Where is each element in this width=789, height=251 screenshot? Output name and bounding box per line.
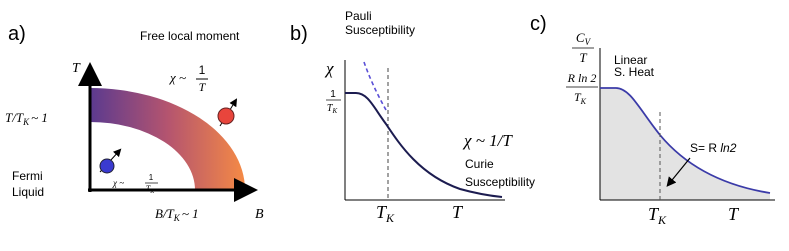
- fraction-num: 1: [149, 173, 154, 182]
- curie-label: Susceptibility: [465, 175, 535, 189]
- curie-law: χ ~ 1/T: [462, 131, 513, 150]
- fraction-den: TK: [146, 184, 155, 195]
- panel-c: c) CV T Linear S. Heat R ln 2 TK S= R ln…: [530, 13, 775, 227]
- chi-lhs: χ ~: [112, 178, 124, 188]
- fraction-den: TK: [574, 90, 587, 106]
- region-title: Free local moment: [140, 29, 240, 43]
- linear-label: Linear: [614, 53, 647, 67]
- curie-label: Curie: [465, 157, 494, 171]
- fraction-den: TK: [327, 103, 338, 115]
- fermi-label: Fermi: [12, 169, 43, 183]
- y-marker: T/TK ~ 1: [5, 110, 48, 127]
- y-axis-label: CV T: [572, 30, 594, 65]
- x-mark: TK: [648, 204, 667, 227]
- axis-label: χ: [324, 59, 334, 78]
- axis-label: B: [255, 207, 264, 222]
- axis-label: T: [452, 202, 464, 222]
- fermi-label: Liquid: [12, 185, 44, 199]
- axis-label: T: [728, 204, 740, 224]
- screened-spin: [99, 158, 115, 174]
- fraction-num: R ln 2: [567, 71, 597, 85]
- y-mark: R ln 2 TK: [566, 71, 598, 106]
- curie-asymptote: [363, 61, 387, 111]
- pauli-label: Pauli: [345, 9, 372, 23]
- entropy-label: S= R ln2: [690, 141, 737, 155]
- fraction-den: T: [199, 80, 207, 94]
- fraction-num: CV: [576, 30, 592, 47]
- panel-b: b) Pauli Susceptibility χ 1 TK χ ~ 1/T C…: [290, 9, 535, 225]
- axis-label: T: [72, 61, 81, 76]
- chi-high: χ ~ 1 T: [168, 63, 208, 94]
- entropy-arrow: [666, 157, 691, 187]
- pauli-label: Susceptibility: [345, 23, 415, 37]
- fraction-num: 1: [199, 63, 206, 77]
- free-spin: [217, 107, 235, 125]
- linear-label: S. Heat: [614, 65, 655, 79]
- y-mark: 1 TK: [326, 89, 341, 115]
- chi-lhs: χ ~: [168, 70, 186, 85]
- panel-label: b): [290, 23, 308, 45]
- crossover-band: [90, 88, 245, 190]
- panel-label: c): [530, 13, 547, 35]
- chi-low: χ ~ 1 TK: [112, 173, 158, 195]
- susceptibility-curve: [345, 92, 503, 198]
- x-marker: B/TK ~ 1: [155, 206, 199, 223]
- x-mark: TK: [376, 202, 395, 225]
- entropy-area: [600, 88, 770, 200]
- panel-label: a): [8, 23, 26, 45]
- panel-a: a) T B Free local moment χ ~ 1 T T/TK ~ 1…: [5, 23, 264, 223]
- fraction-den: T: [579, 50, 587, 65]
- fraction-num: 1: [330, 89, 336, 100]
